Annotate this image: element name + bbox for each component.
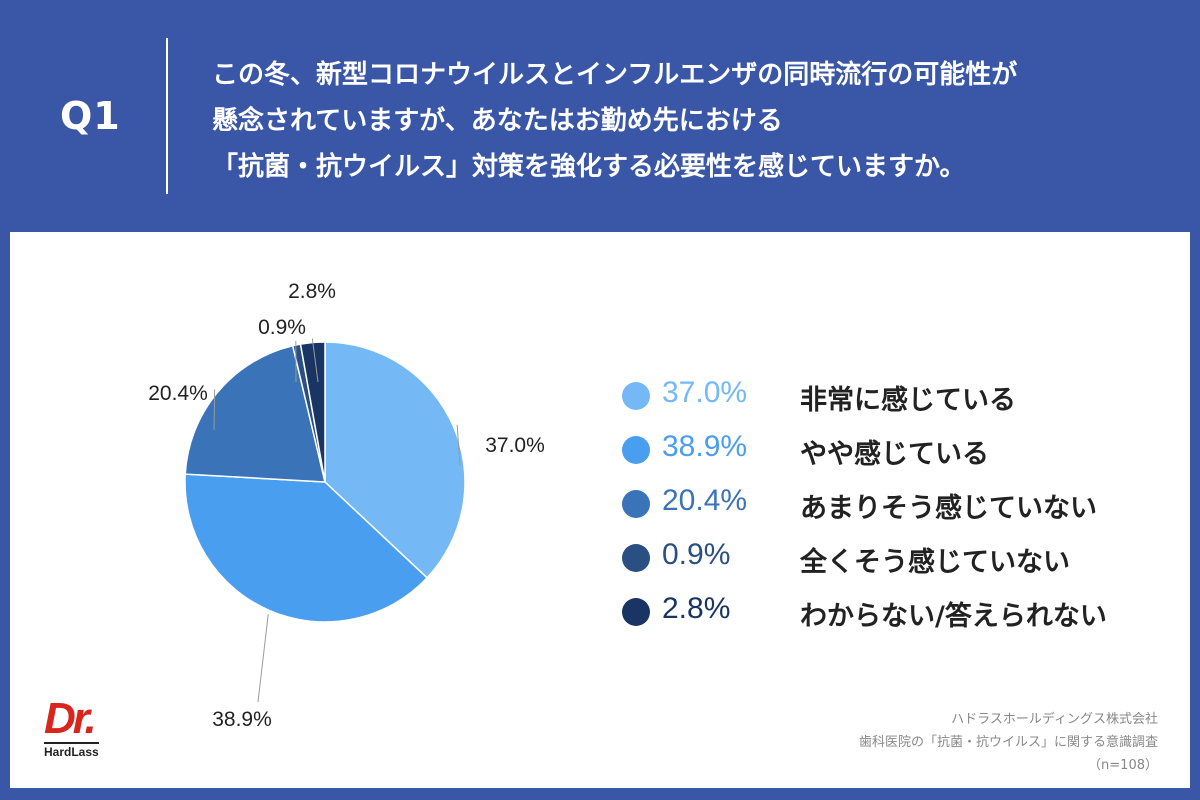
legend: 37.0% 非常に感じている 38.9% やや感じている 20.4% あまりそう…: [622, 370, 1162, 640]
pie-chart: 37.0% 38.9% 20.4% 0.9% 2.8%: [148, 280, 545, 731]
leader-line-very: [456, 424, 461, 467]
question-header: Q1 この冬、新型コロナウイルスとインフルエンザの同時流行の可能性が 懸念されて…: [0, 0, 1200, 232]
legend-label: あまりそう感じていない: [800, 493, 1097, 524]
data-label-very: 37.0%: [485, 434, 545, 457]
chart-panel: 37.0% 38.9% 20.4% 0.9% 2.8% 37.0% 非常に感じている 3…: [10, 232, 1190, 788]
legend-item-somewhat: 38.9% やや感じている: [622, 424, 1162, 478]
data-label-not-at-all: 0.9%: [258, 316, 306, 339]
leader-line-not-much: [213, 389, 216, 431]
question-line-1: この冬、新型コロナウイルスとインフルエンザの同時流行の可能性が: [212, 60, 1018, 90]
legend-value: 38.9%: [662, 430, 748, 463]
source-survey: 歯科医院の「抗菌・抗ウイルス」に関する意識調査: [858, 735, 1158, 750]
legend-label: 非常に感じている: [800, 385, 1016, 416]
legend-item-not-much: 20.4% あまりそう感じていない: [622, 478, 1162, 532]
pie-slice-very: [324, 341, 466, 579]
legend-value: 0.9%: [662, 538, 731, 571]
logo-mark: Dr.: [44, 694, 97, 743]
logo-wordmark: HardLass: [44, 742, 99, 759]
leader-line-somewhat: [257, 614, 269, 703]
question-line-3: 「抗菌・抗ウイルス」対策を強化する必要性を感じていますか。: [212, 152, 966, 182]
legend-label: わからない/答えられない: [800, 601, 1107, 632]
pie-slice-somewhat: [184, 473, 429, 623]
question-line-2: 懸念されていますが、あなたはお勤め先における: [212, 106, 783, 136]
legend-value: 37.0%: [662, 376, 748, 409]
legend-label: 全くそう感じていない: [800, 547, 1070, 578]
data-label-somewhat: 38.9%: [212, 708, 272, 731]
legend-swatch: [622, 436, 650, 464]
source-sample: （n=108）: [1088, 758, 1158, 773]
legend-value: 2.8%: [662, 592, 731, 625]
leader-line-unknown: [311, 338, 319, 383]
legend-item-unknown: 2.8% わからない/答えられない: [622, 586, 1162, 640]
data-label-unknown: 2.8%: [288, 280, 336, 303]
legend-swatch: [622, 544, 650, 572]
legend-swatch: [622, 490, 650, 518]
legend-swatch: [622, 598, 650, 626]
legend-item-very: 37.0% 非常に感じている: [622, 370, 1162, 424]
legend-swatch: [622, 382, 650, 410]
legend-value: 20.4%: [662, 484, 748, 517]
header-divider: [166, 38, 168, 194]
pie-slice-not-much: [184, 344, 326, 483]
legend-label: やや感じている: [800, 439, 989, 470]
source-note: ハドラスホールディングス株式会社 歯科医院の「抗菌・抗ウイルス」に関する意識調査…: [859, 708, 1158, 777]
legend-item-not-at-all: 0.9% 全くそう感じていない: [622, 532, 1162, 586]
company-logo: Dr. HardLass: [44, 694, 134, 760]
data-label-not-much: 20.4%: [148, 382, 208, 405]
question-text: この冬、新型コロナウイルスとインフルエンザの同時流行の可能性が 懸念されています…: [212, 52, 1172, 190]
question-number: Q1: [60, 94, 121, 138]
source-company: ハドラスホールディングス株式会社: [951, 712, 1158, 727]
